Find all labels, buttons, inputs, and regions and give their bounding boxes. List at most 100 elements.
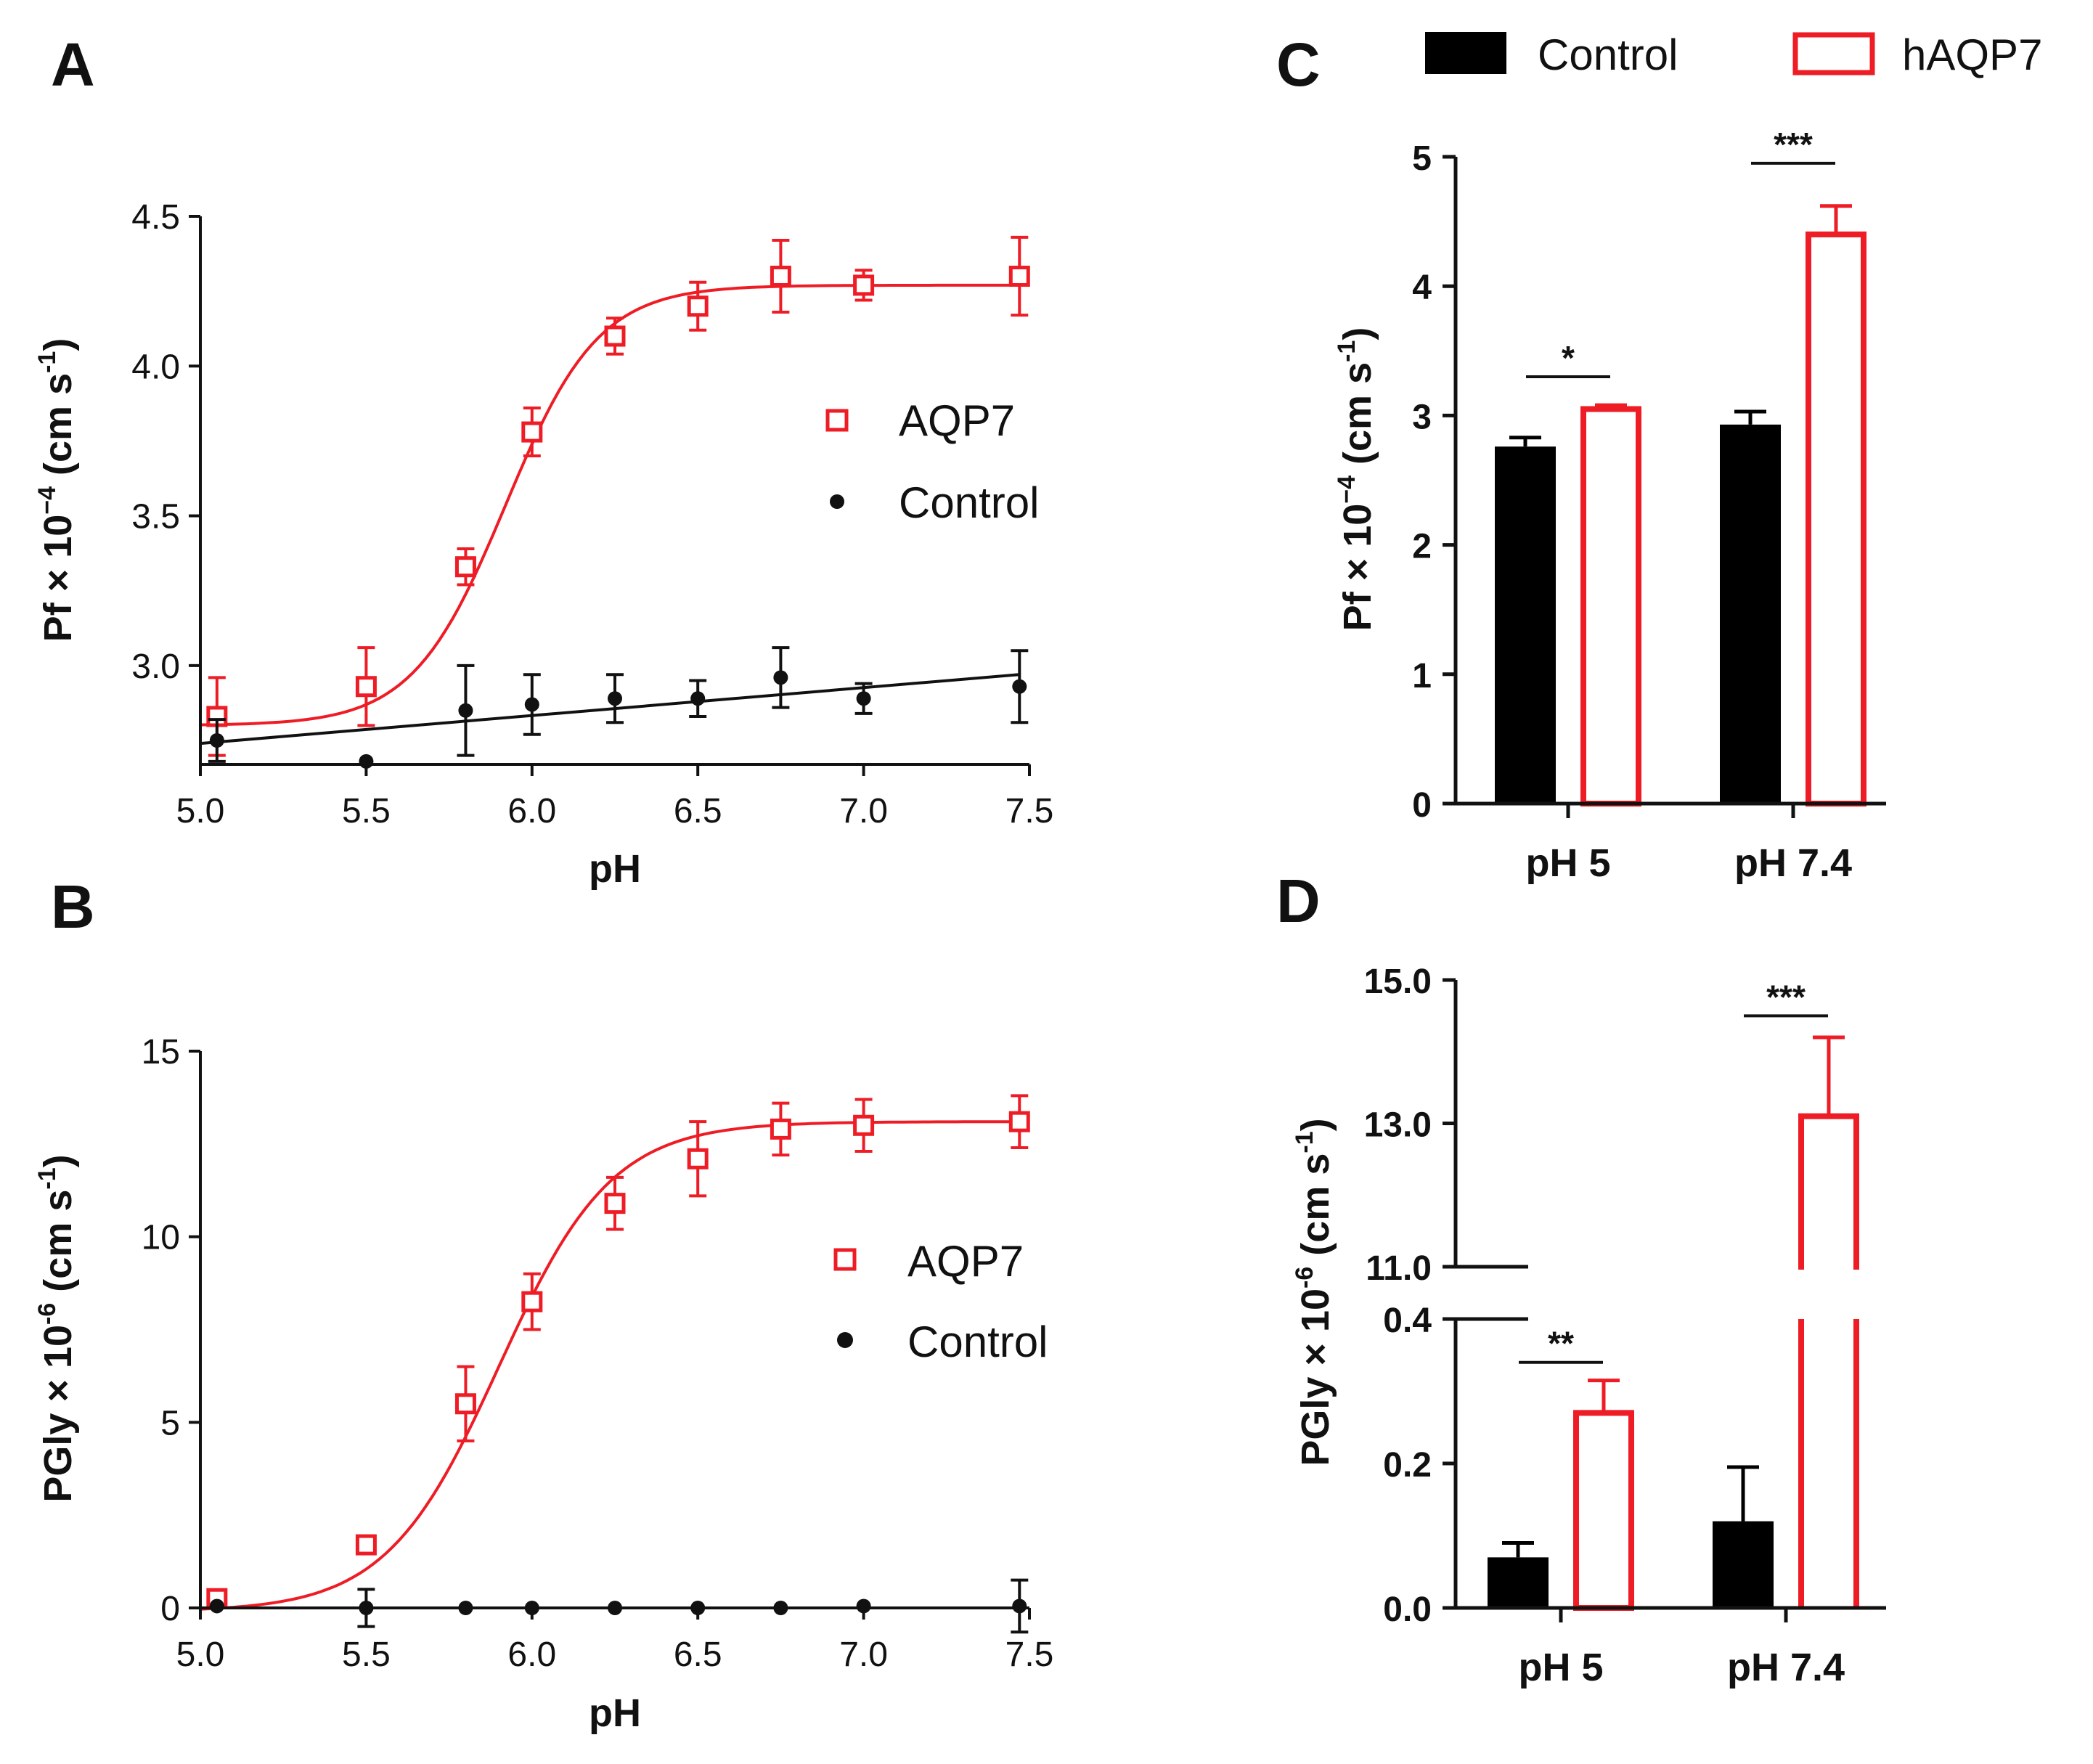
panel-d-control-bar <box>1488 1557 1549 1608</box>
panel-d-y-tick-label: 13.0 <box>1364 1106 1432 1145</box>
panel-c-ticks: 0 1 2 3 4 5 pH 5 pH 7.4 <box>1412 139 1852 885</box>
panel-b-chart: 5.0 5.5 6.0 6.5 7.0 7.5 0 5 10 15 pH PGly × 10-6 … <box>33 1033 1053 1735</box>
panelA-control-point <box>773 670 788 685</box>
panelB-y-tick-label: 0 <box>160 1590 180 1628</box>
panel-b-ticks: 5.0 5.5 6.0 6.5 7.0 7.5 0 5 10 15 <box>142 1033 1054 1674</box>
panelB-x-tick-label: 6.0 <box>507 1636 556 1674</box>
panel-d-haqp7-bar <box>1573 1410 1634 1611</box>
panelB-y-tick-label: 10 <box>142 1219 180 1257</box>
panelB-control-point <box>856 1598 871 1614</box>
panelB-aqp7-point <box>687 1148 709 1169</box>
panel-c-y-tick-label: 1 <box>1412 657 1432 695</box>
panel-d-control-bar <box>1713 1521 1774 1608</box>
panel-c-x-tick-label: pH 7.4 <box>1734 841 1852 885</box>
legend-control-label: Control <box>1538 30 1678 79</box>
panel-c-x-tick-label: pH 5 <box>1525 841 1610 885</box>
panel-d-y-tick-label: 15.0 <box>1364 963 1432 1001</box>
panelA-x-tick-label: 7.0 <box>839 792 888 830</box>
panel-a-marks <box>200 235 1030 769</box>
legend-control-swatch <box>1425 32 1506 74</box>
panelB-control-point <box>1012 1598 1027 1614</box>
panel-c-haqp7-bar <box>1806 231 1866 807</box>
panel-d-marks: ***** <box>1488 978 1859 1611</box>
panelB-x-tick-label: 6.5 <box>674 1636 722 1674</box>
panel-letter-d: D <box>1276 867 1321 935</box>
panel-a-legend: AQP7 Control <box>825 396 1039 527</box>
panel-c-control-bar <box>1495 446 1556 804</box>
panelB-x-tick-label: 5.5 <box>342 1636 391 1674</box>
panelB-x-tick-label: 7.5 <box>1005 1636 1054 1674</box>
panel-a-chart: 5.0 5.5 6.0 6.5 7.0 7.5 3.0 3.5 4.0 4.5 pH Pf × 1… <box>33 198 1053 891</box>
panelA-aqp7-point <box>521 421 543 443</box>
panel-a-legend-aqp7: AQP7 <box>899 396 1015 445</box>
panel-b-legend-control-marker <box>837 1332 853 1348</box>
panel-letter-c: C <box>1276 30 1321 99</box>
panelA-aqp7-point <box>604 325 626 347</box>
panelA-y-tick-label: 3.5 <box>131 498 180 536</box>
panelA-control-fit-line <box>200 673 1020 746</box>
panel-a-legend-control: Control <box>899 478 1039 527</box>
panelA-x-tick-label: 6.5 <box>674 792 722 830</box>
panel-c-y-tick-label: 2 <box>1412 528 1432 566</box>
panelA-x-tick-label: 6.0 <box>507 792 556 830</box>
panel-b-marks <box>200 1094 1030 1634</box>
panelA-x-tick-label: 7.5 <box>1005 792 1054 830</box>
panel-a-legend-control-marker <box>830 494 844 509</box>
panel-c-y-tick-label: 0 <box>1412 786 1432 825</box>
panel-letter-b: B <box>51 873 95 941</box>
panelA-control-point <box>856 691 871 706</box>
panelA-aqp7-point <box>355 676 377 698</box>
panelA-control-point <box>690 691 706 706</box>
panelB-control-point <box>209 1598 224 1614</box>
panel-c-significance-label: *** <box>1774 126 1813 163</box>
panelA-aqp7-point <box>454 556 476 578</box>
panel-d-y-tick-label: 11.0 <box>1366 1249 1432 1288</box>
panelA-y-tick-label: 3.0 <box>131 648 180 686</box>
panel-a-y-label: Pf × 10−4 (cm s-1) <box>33 338 80 642</box>
panelB-aqp7-point <box>853 1114 875 1136</box>
panel-d-significance-label: ** <box>1548 1325 1574 1363</box>
panelB-y-tick-label: 15 <box>142 1033 180 1071</box>
panelA-control-point <box>608 691 622 706</box>
panel-c-legend: Control hAQP7 <box>1425 30 2042 79</box>
panel-c-significance-label: * <box>1562 339 1575 377</box>
panel-c-y-label: Pf × 10−4 (cm s-1) <box>1333 327 1379 632</box>
panelA-aqp7-fit-line <box>200 283 1016 727</box>
panel-b-legend-aqp7: AQP7 <box>907 1237 1024 1286</box>
panel-a-x-label: pH <box>589 847 641 891</box>
panel-a-legend-aqp7-marker <box>825 409 849 432</box>
panelA-aqp7-point <box>853 274 875 296</box>
panelB-x-tick-label: 5.0 <box>176 1636 225 1674</box>
legend-haqp7-swatch <box>1792 32 1875 75</box>
panelA-aqp7-point <box>1008 266 1030 287</box>
panelB-aqp7-point <box>604 1193 626 1214</box>
panelB-aqp7-point <box>521 1291 543 1312</box>
panel-c-marks: **** <box>1495 126 1866 807</box>
panelB-y-tick-label: 5 <box>160 1404 180 1442</box>
panelB-aqp7-point <box>770 1118 791 1140</box>
panel-c-y-tick-label: 5 <box>1412 139 1432 178</box>
panel-b-x-label: pH <box>589 1691 641 1735</box>
panel-b-legend-control: Control <box>907 1318 1048 1366</box>
panelA-x-tick-label: 5.0 <box>176 792 225 830</box>
panel-c-haqp7-bar <box>1580 406 1641 807</box>
panel-d-significance-label: *** <box>1766 978 1806 1016</box>
panel-d-y-tick-label: 0.0 <box>1383 1591 1432 1629</box>
panelA-control-point <box>458 703 473 718</box>
panelB-x-tick-label: 7.0 <box>839 1636 888 1674</box>
panel-c-y-tick-label: 3 <box>1412 398 1432 436</box>
panel-d-y-label: PGly × 10-6 (cm s-1) <box>1291 1118 1337 1466</box>
panel-d-x-tick-label: pH 5 <box>1518 1646 1603 1689</box>
panelA-y-tick-label: 4.5 <box>131 198 180 237</box>
panel-d-y-tick-label: 0.4 <box>1383 1302 1432 1340</box>
legend-haqp7-label: hAQP7 <box>1902 30 2042 79</box>
panel-c-y-tick-label: 4 <box>1412 269 1432 307</box>
panel-b-legend-aqp7-marker <box>833 1248 857 1271</box>
panel-d-x-tick-label: pH 7.4 <box>1727 1646 1845 1689</box>
panelA-aqp7-point <box>770 266 791 287</box>
panelB-aqp7-point <box>454 1393 476 1415</box>
panel-b-legend: AQP7 Control <box>833 1237 1048 1366</box>
panel-d-haqp7-bar-upper <box>1798 1113 1859 1270</box>
panel-c-control-bar <box>1720 424 1781 804</box>
